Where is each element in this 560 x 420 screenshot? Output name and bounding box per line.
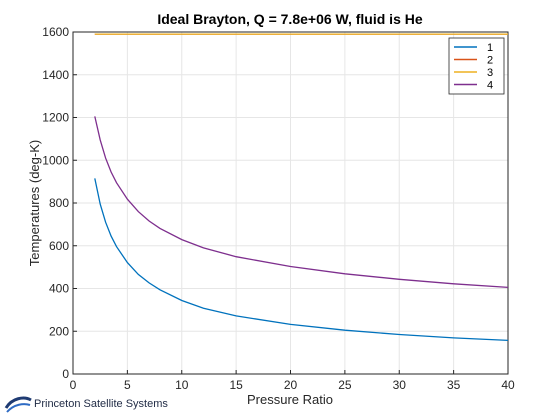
- y-tick-label: 1600: [42, 25, 69, 39]
- y-tick-label: 600: [49, 239, 69, 253]
- y-tick-label: 200: [49, 324, 69, 338]
- legend-label-1: 1: [487, 42, 493, 54]
- x-tick-label: 35: [447, 378, 461, 392]
- y-tick-label: 400: [49, 282, 69, 296]
- y-axis-label: Temperatures (deg-K): [27, 140, 42, 266]
- y-tick-label: 1400: [42, 68, 69, 82]
- series-group: [94, 33, 509, 342]
- series-line-4: [94, 116, 509, 289]
- x-tick-label: 30: [393, 378, 407, 392]
- y-tick-label: 800: [49, 196, 69, 210]
- x-tick-label: 15: [229, 378, 243, 392]
- series-line-1: [94, 178, 509, 342]
- x-tick-label: 0: [70, 378, 77, 392]
- x-axis: 0 5 10 15 20 25 30 35 40: [70, 370, 515, 392]
- x-tick-label: 5: [124, 378, 131, 392]
- x-tick-label: 25: [338, 378, 352, 392]
- x-tick-label: 40: [501, 378, 515, 392]
- chart-title: Ideal Brayton, Q = 7.8e+06 W, fluid is H…: [157, 11, 423, 27]
- y-tick-label: 1200: [42, 111, 69, 125]
- grid: [72, 31, 509, 375]
- y-tick-label: 1000: [42, 153, 69, 167]
- logo: Princeton Satellite Systems: [4, 392, 168, 416]
- x-tick-label: 20: [284, 378, 298, 392]
- logo-text: Princeton Satellite Systems: [34, 398, 168, 410]
- y-axis: 0 200 400 600 800 1000 1200 1400 1600: [42, 25, 77, 381]
- x-tick-label: 10: [175, 378, 189, 392]
- legend-label-4: 4: [487, 80, 493, 92]
- y-tick-label: 0: [62, 367, 69, 381]
- princeton-satellite-logo-icon: [4, 396, 32, 413]
- legend-label-3: 3: [487, 67, 493, 79]
- x-axis-label: Pressure Ratio: [247, 392, 333, 407]
- legend-label-2: 2: [487, 55, 493, 67]
